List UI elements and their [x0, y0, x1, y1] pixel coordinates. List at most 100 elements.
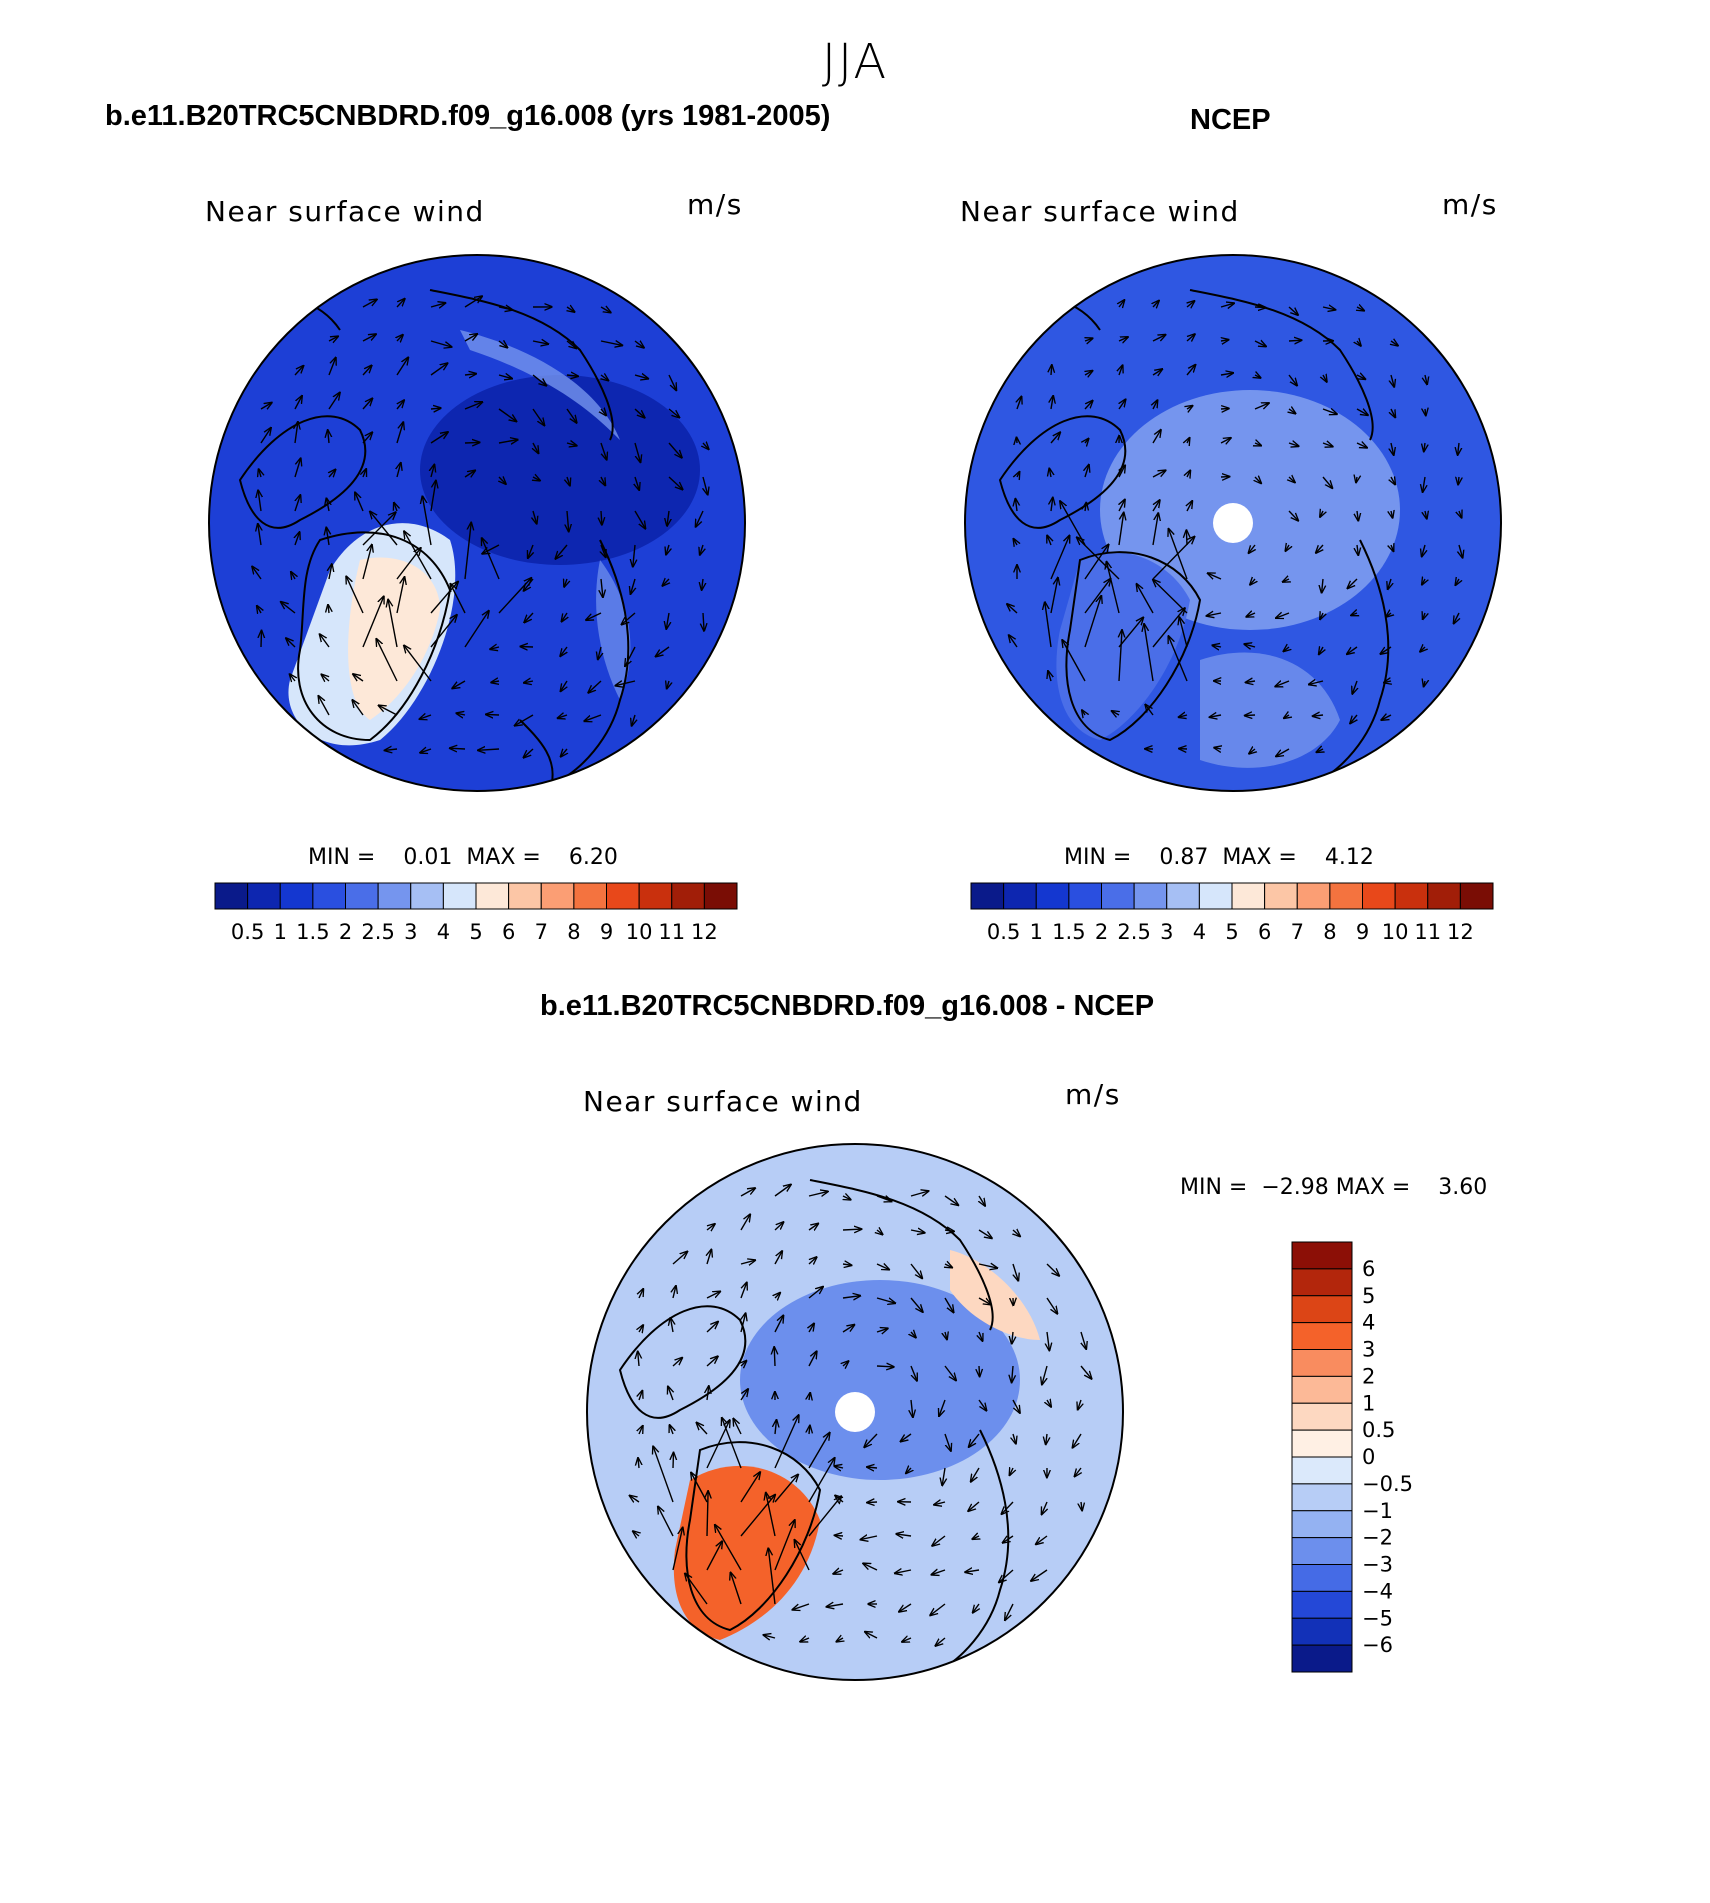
wind-vector: [1347, 646, 1358, 654]
wind-vector: [261, 631, 262, 648]
colorbar-swatch: [1362, 882, 1396, 910]
wind-vector: [1391, 341, 1398, 346]
wind-vector: [774, 1315, 783, 1333]
map-model-high-wind-tongue: [348, 557, 440, 720]
wind-vector: [601, 476, 605, 486]
wind-vector: [396, 299, 405, 308]
wind-vector: [673, 1453, 674, 1469]
wind-vector: [295, 422, 298, 444]
wind-vector: [532, 374, 546, 386]
wind-vector: [1084, 596, 1101, 648]
wind-vector: [1050, 578, 1058, 614]
wind-vector: [867, 1467, 878, 1468]
wind-vector: [567, 476, 570, 486]
wind-vector: [792, 1603, 810, 1610]
wind-vector: [707, 1491, 708, 1537]
wind-vector: [252, 566, 262, 580]
map-model-siberian-coast: [460, 330, 620, 440]
wind-vector: [328, 336, 338, 341]
colorbar-tick-label: 11: [658, 920, 685, 944]
wind-vector: [419, 715, 432, 719]
wind-vector: [658, 1506, 674, 1537]
map-model: [208, 254, 746, 792]
colorbar-tick-label: 0: [1362, 1445, 1375, 1469]
wind-vector: [808, 1191, 828, 1196]
wind-vector: [397, 463, 401, 478]
wind-vector: [1459, 511, 1462, 518]
wind-vector: [1356, 375, 1365, 379]
colorbar-swatch: [1068, 882, 1103, 910]
wind-vector: [1208, 573, 1222, 579]
wind-vector: [740, 1260, 755, 1264]
wind-vector: [294, 458, 301, 478]
wind-vector: [564, 579, 567, 587]
wind-vector: [1313, 715, 1324, 716]
colorbar-tick-label: 5: [1362, 1284, 1375, 1308]
wind-vector: [809, 1426, 810, 1435]
wind-vector: [833, 1570, 844, 1574]
panel-3-min-label: MIN =: [1180, 1175, 1248, 1200]
wind-vector: [464, 611, 489, 648]
wind-vector: [632, 714, 635, 726]
wind-vector: [1357, 341, 1361, 346]
colorbar-tick-label: 3: [1160, 920, 1173, 944]
wind-vector: [523, 748, 534, 758]
wind-vector: [260, 403, 272, 409]
wind-vector: [1288, 443, 1299, 446]
wind-vector: [1085, 439, 1089, 443]
wind-vector: [498, 440, 518, 443]
wind-vector: [566, 443, 577, 446]
wind-vector: [294, 366, 304, 376]
wind-vector: [588, 680, 602, 693]
wind-vector: [464, 296, 482, 308]
colorbar-swatch: [1198, 882, 1233, 910]
wind-vector: [362, 365, 372, 376]
wind-vector: [706, 1322, 718, 1333]
wind-vector: [1013, 1230, 1020, 1236]
wind-vector: [1082, 710, 1085, 715]
colorbar-tick-label: 2: [1095, 920, 1108, 944]
wind-vector: [1214, 748, 1221, 749]
colorbar-swatch: [1291, 1429, 1353, 1458]
wind-vector: [672, 1527, 683, 1571]
wind-vector: [1081, 1331, 1086, 1349]
colorbar-swatch: [638, 882, 673, 910]
wind-vector: [707, 1386, 709, 1401]
wind-vector: [1212, 645, 1222, 647]
wind-vector: [911, 1399, 913, 1417]
colorbar-tick-label: 0.5: [1362, 1418, 1395, 1442]
wind-vector: [1075, 1467, 1082, 1477]
wind-vector: [945, 1264, 952, 1268]
panel-3-min-value: −2.98: [1261, 1175, 1329, 1200]
wind-vector: [800, 1638, 810, 1642]
wind-vector: [834, 1466, 844, 1468]
wind-vector: [1284, 715, 1289, 718]
wind-vector: [396, 577, 405, 614]
wind-vector: [1423, 476, 1425, 492]
panel-1-min-label: MIN =: [308, 845, 376, 870]
wind-vector: [1276, 613, 1290, 618]
wind-vector: [1391, 511, 1393, 518]
wind-vector: [1005, 1603, 1014, 1620]
wind-vector: [1007, 604, 1018, 614]
wind-vector: [944, 1365, 956, 1381]
wind-vector: [1119, 300, 1124, 307]
wind-vector: [498, 375, 512, 379]
wind-vector: [774, 1520, 795, 1571]
wind-vector: [1080, 1365, 1092, 1379]
wind-vector: [1351, 613, 1357, 615]
wind-vector: [533, 442, 539, 453]
colorbar-tick-label: 2: [339, 920, 352, 944]
wind-vector: [1254, 403, 1269, 410]
panel-2-variable-label: Near surface wind: [960, 195, 1240, 228]
wind-vector: [864, 1433, 878, 1447]
wind-vector: [631, 578, 636, 594]
wind-vector: [404, 645, 432, 682]
wind-vector: [1187, 501, 1192, 512]
wind-vector: [498, 341, 507, 348]
wind-vector: [774, 1347, 775, 1367]
wind-vector: [1186, 334, 1195, 341]
wind-vector: [1423, 613, 1425, 619]
wind-vector: [1153, 400, 1158, 410]
wind-vector: [944, 1195, 958, 1205]
